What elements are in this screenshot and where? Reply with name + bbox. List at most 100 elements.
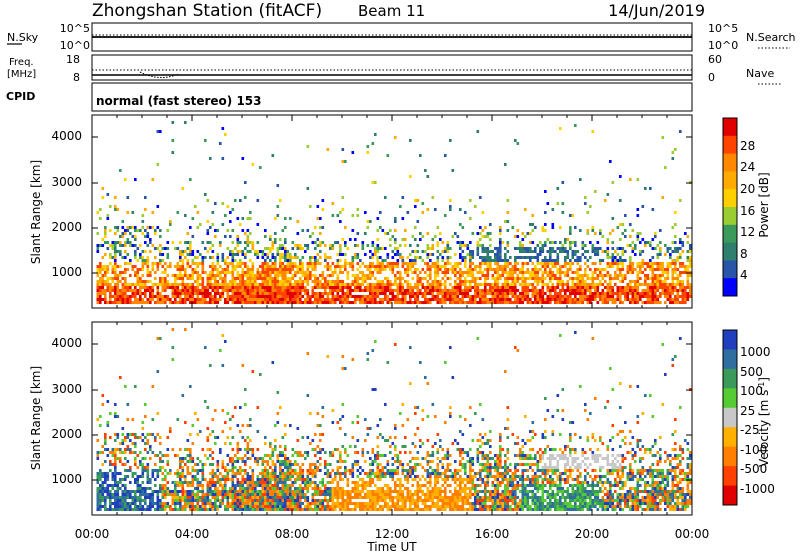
power-cell bbox=[319, 232, 322, 235]
velocity-cell bbox=[271, 448, 275, 451]
power-cell bbox=[444, 271, 447, 274]
velocity-cell bbox=[279, 469, 282, 472]
power-cell bbox=[679, 280, 682, 283]
power-cell bbox=[606, 238, 610, 241]
power-cell bbox=[206, 286, 210, 289]
velocity-cell bbox=[126, 445, 130, 448]
power-cell bbox=[196, 226, 200, 229]
power-cell bbox=[174, 280, 177, 283]
power-cell bbox=[334, 271, 337, 274]
power-cell bbox=[581, 292, 585, 295]
power-cell bbox=[571, 250, 575, 253]
power-cell bbox=[374, 283, 377, 286]
power-cell bbox=[486, 262, 490, 265]
velocity-cell bbox=[169, 493, 172, 496]
power-cell bbox=[606, 286, 610, 289]
power-cell bbox=[649, 241, 652, 244]
power-cell bbox=[664, 286, 667, 289]
power-cell bbox=[621, 280, 625, 283]
power-cell bbox=[686, 250, 690, 253]
power-cell bbox=[684, 289, 687, 292]
power-cell bbox=[591, 244, 595, 247]
power-cell bbox=[359, 301, 362, 304]
power-cell bbox=[394, 247, 397, 250]
velocity-cell bbox=[206, 490, 210, 493]
power-cell bbox=[689, 262, 692, 265]
velocity-cell bbox=[291, 499, 295, 502]
power-cell bbox=[134, 226, 137, 229]
freq-label-line1: Freq. bbox=[9, 57, 34, 68]
power-cell bbox=[276, 298, 280, 301]
power-cell bbox=[589, 298, 592, 301]
velocity-cell bbox=[314, 505, 317, 508]
power-cell bbox=[484, 301, 487, 304]
velocity-cell bbox=[276, 454, 280, 457]
power-cell bbox=[266, 298, 270, 301]
power-cell bbox=[176, 268, 180, 271]
power-cell bbox=[134, 301, 137, 304]
power-cell bbox=[236, 265, 240, 268]
power-cell bbox=[314, 259, 317, 262]
power-cell bbox=[291, 247, 295, 250]
power-cell bbox=[139, 277, 142, 280]
power-cell bbox=[686, 280, 690, 283]
power-cell bbox=[551, 265, 555, 268]
power-cell bbox=[446, 292, 450, 295]
power-cell bbox=[619, 301, 622, 304]
velocity-cell bbox=[139, 496, 142, 499]
power-cell bbox=[149, 289, 152, 292]
velocity-cell bbox=[236, 472, 240, 475]
power-cell bbox=[361, 298, 365, 301]
power-cell bbox=[631, 229, 635, 232]
velocity-cell bbox=[276, 487, 280, 490]
velocity-cell bbox=[181, 505, 185, 508]
power-cell bbox=[644, 274, 647, 277]
velocity-cell bbox=[171, 496, 175, 499]
power-cell bbox=[489, 238, 492, 241]
velocity-cell bbox=[151, 499, 155, 502]
power-cell bbox=[616, 268, 620, 271]
power-cell bbox=[244, 271, 247, 274]
velocity-cell bbox=[131, 433, 135, 436]
power-cell bbox=[104, 271, 107, 274]
power-cell bbox=[541, 274, 545, 277]
velocity-cell bbox=[181, 493, 185, 496]
power-cell bbox=[96, 301, 100, 304]
velocity-cell bbox=[306, 499, 310, 502]
power-cell bbox=[476, 289, 480, 292]
power-cell bbox=[399, 271, 402, 274]
power-cell bbox=[626, 292, 630, 295]
velocity-cell bbox=[184, 457, 187, 460]
power-cell bbox=[671, 301, 675, 304]
power-cell bbox=[514, 283, 517, 286]
velocity-cell bbox=[219, 490, 222, 493]
power-cell bbox=[459, 286, 462, 289]
velocity-cell bbox=[124, 463, 127, 466]
velocity-cell bbox=[179, 475, 182, 478]
power-cell bbox=[621, 289, 625, 292]
power-cell bbox=[161, 289, 165, 292]
power-cell bbox=[341, 238, 345, 241]
power-cell bbox=[209, 247, 212, 250]
power-cell bbox=[621, 250, 625, 253]
power-cell bbox=[444, 250, 447, 253]
power-cell bbox=[519, 244, 522, 247]
power-cell bbox=[499, 265, 502, 268]
velocity-cell bbox=[196, 469, 200, 472]
velocity-cell bbox=[184, 499, 187, 502]
velocity-cell bbox=[164, 496, 167, 499]
velocity-cell bbox=[126, 496, 130, 499]
power-cell bbox=[364, 289, 367, 292]
power-cell bbox=[129, 286, 132, 289]
power-cell bbox=[341, 208, 345, 211]
power-cell bbox=[341, 298, 345, 301]
velocity-cell bbox=[259, 472, 262, 475]
power-cell bbox=[656, 274, 660, 277]
velocity-cell bbox=[266, 454, 270, 457]
freq-label-line2: [MHz] bbox=[7, 69, 36, 80]
power-cell bbox=[456, 235, 460, 238]
velocity-cell bbox=[241, 505, 245, 508]
velocity-cell bbox=[104, 508, 107, 511]
power-cell bbox=[556, 259, 560, 262]
velocity-cell bbox=[254, 496, 257, 499]
